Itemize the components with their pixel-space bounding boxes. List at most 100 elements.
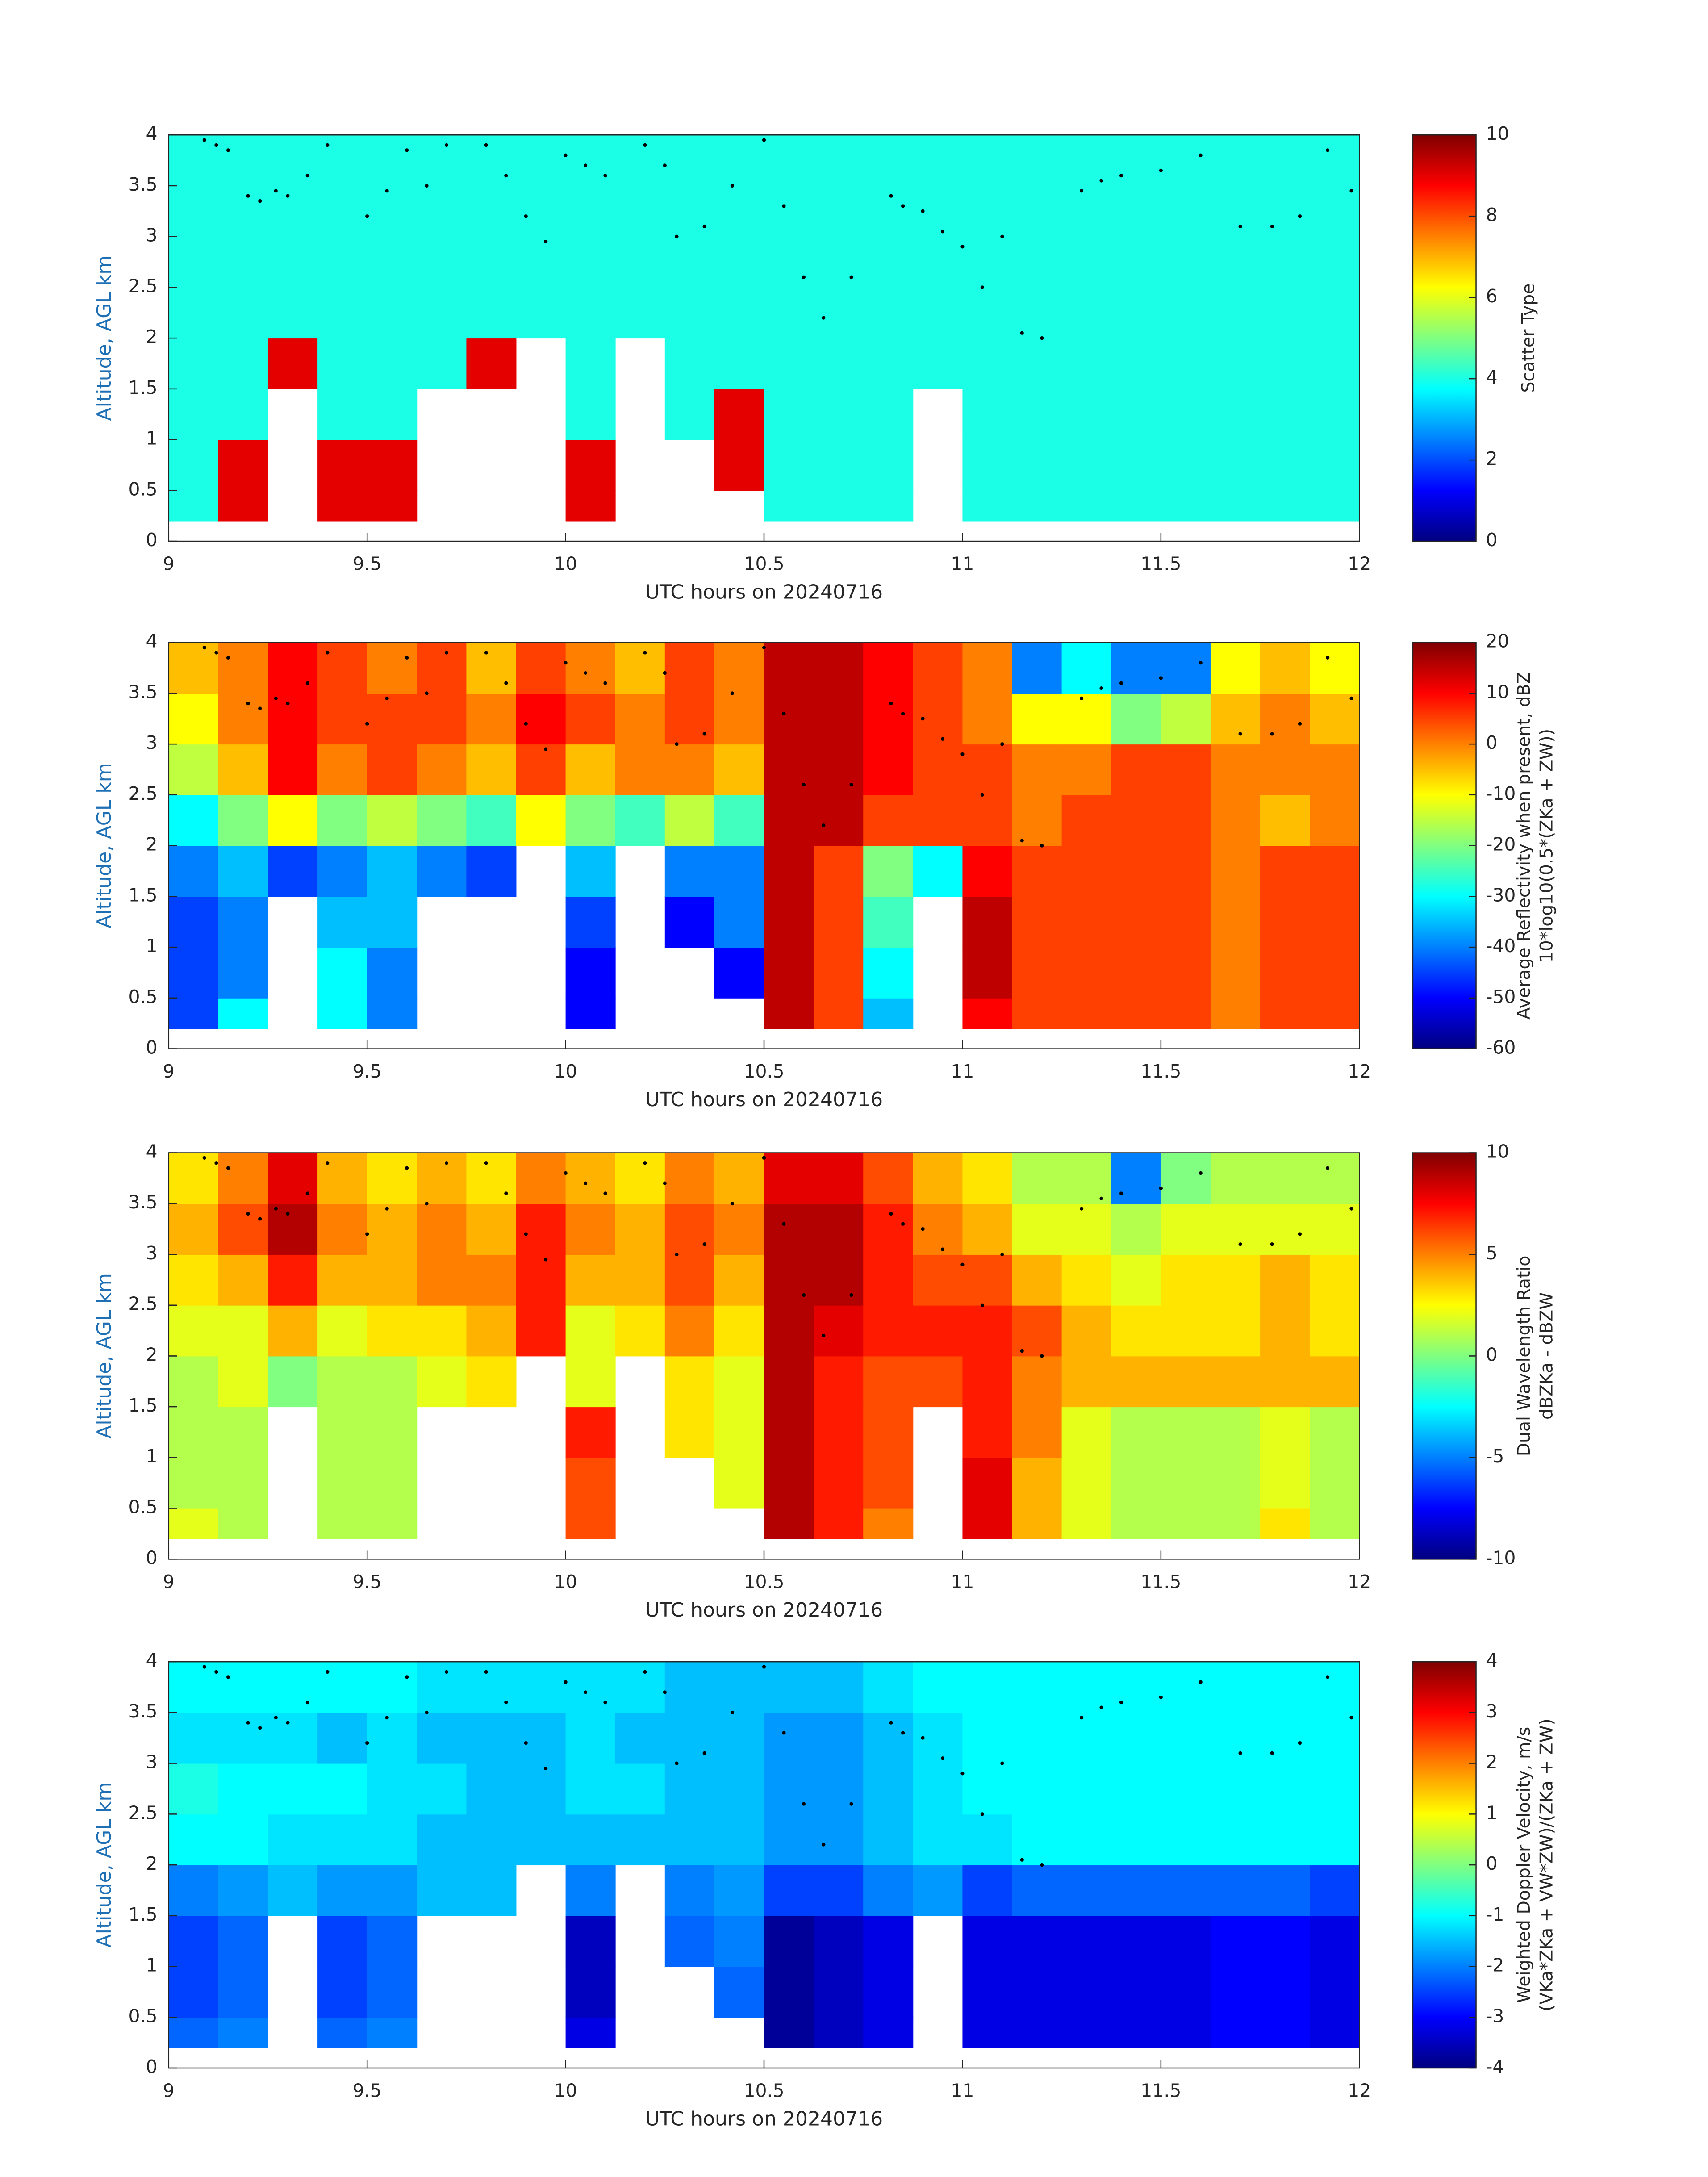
y-tick-label: 2.5 [129,1293,158,1315]
heatmap-cell [1310,1153,1360,1204]
heatmap-cell [615,135,665,186]
colorbar-tick-label: -1 [1486,1904,1504,1925]
heatmap-cell [1061,338,1112,389]
heatmap-cell [1260,642,1311,694]
heatmap-cell [1061,998,1112,1029]
heatmap-cell [417,1662,467,1713]
heatmap-cell [466,1763,517,1815]
heatmap-cell [565,1763,616,1815]
heatmap-cell [317,1915,368,1967]
overlay-point [730,1202,735,1206]
heatmap-cell [1310,845,1360,897]
heatmap-cell [714,439,764,491]
overlay-point [1298,214,1302,218]
heatmap-cell [1012,794,1062,846]
x-tick-label: 9.5 [353,553,382,575]
heatmap-cell [1061,1457,1112,1509]
heatmap-cell [466,1254,517,1306]
heatmap-cell [1061,1407,1112,1458]
overlay-point [802,1293,806,1297]
heatmap-cell [1260,439,1311,491]
heatmap-cell [1161,1763,1211,1815]
heatmap-cell [168,998,219,1029]
heatmap-cell [367,845,418,897]
colorbar-label: Weighted Doppler Velocity, m/s [1514,1727,1534,2003]
heatmap-cell [1012,1457,1062,1509]
overlay-point [730,1710,735,1715]
colorbar-tick-label: 0 [1486,732,1498,753]
overlay-point [889,194,893,198]
heatmap-cell [962,947,1013,999]
heatmap-cell [367,794,418,846]
overlay-point [365,722,369,726]
heatmap-cell [714,1662,764,1713]
heatmap-cell [714,744,764,795]
heatmap-cell [565,845,616,897]
heatmap-cell [417,693,467,745]
heatmap-cell [1310,287,1360,339]
y-tick-label: 3 [146,1242,158,1264]
heatmap-cell [168,1763,219,1815]
heatmap-cell [218,287,268,339]
heatmap-cell [814,1763,864,1815]
overlay-point [663,1690,667,1694]
heatmap-cell [565,135,616,186]
heatmap-cell [664,338,715,389]
heatmap-cell [1161,185,1211,237]
overlay-point [1040,1863,1044,1867]
overlay-point [762,138,766,142]
overlay-point [544,239,548,244]
heatmap-cell [565,389,616,440]
heatmap-cell [565,642,616,694]
heatmap-cell [1210,896,1261,948]
heatmap-cell [267,1865,318,1916]
x-tick-label: 11.5 [1140,1061,1181,1082]
colorbar-tick-label: -50 [1486,986,1516,1007]
x-tick-label: 9 [163,1571,175,1592]
overlay-point [524,722,528,726]
overlay-point [385,1207,389,1211]
heatmap-cell [863,1254,914,1306]
heatmap-cell [367,1814,418,1866]
heatmap-cell [615,1814,665,1866]
overlay-point [1270,1242,1274,1246]
heatmap-cell [764,1662,814,1713]
heatmap-cell [764,744,814,795]
heatmap-cell [615,1712,665,1764]
colorbar [1412,642,1476,1049]
overlay-point [286,702,290,706]
heatmap-cell [764,135,814,186]
colorbar-tick-label: 6 [1486,285,1498,307]
heatmap-cell [962,1153,1013,1204]
heatmap-cell [1012,287,1062,339]
heatmap-cell [764,1153,814,1204]
heatmap-cell [417,1763,467,1815]
heatmap-cell [664,1203,715,1255]
overlay-point [1199,1171,1203,1175]
x-tick-label: 12 [1348,553,1371,575]
overlay-point [849,1293,853,1297]
heatmap-cell [565,896,616,948]
heatmap-cell [417,185,467,237]
overlay-point [675,1761,679,1765]
heatmap-cell [168,439,219,491]
heatmap-cell [863,794,914,846]
heatmap-cell [1260,1407,1311,1458]
heatmap-cell [218,389,268,440]
y-tick-label: 3.5 [129,1701,158,1722]
overlay-point [960,1262,965,1266]
heatmap-cell [417,1814,467,1866]
heatmap-cell [267,1814,318,1866]
heatmap-cell [1061,439,1112,491]
heatmap-cell [1310,1305,1360,1357]
heatmap-cell [565,1865,616,1916]
heatmap-cell [417,135,467,186]
y-tick-label: 0 [146,2056,158,2077]
heatmap-cell [1260,693,1311,745]
overlay-point [1159,1695,1163,1699]
heatmap-cell [1111,1508,1161,1539]
heatmap-cell [764,693,814,745]
heatmap-cell [1111,389,1161,440]
colorbar-tick-label: -60 [1486,1037,1516,1058]
y-tick-label: 0.5 [129,2005,158,2027]
